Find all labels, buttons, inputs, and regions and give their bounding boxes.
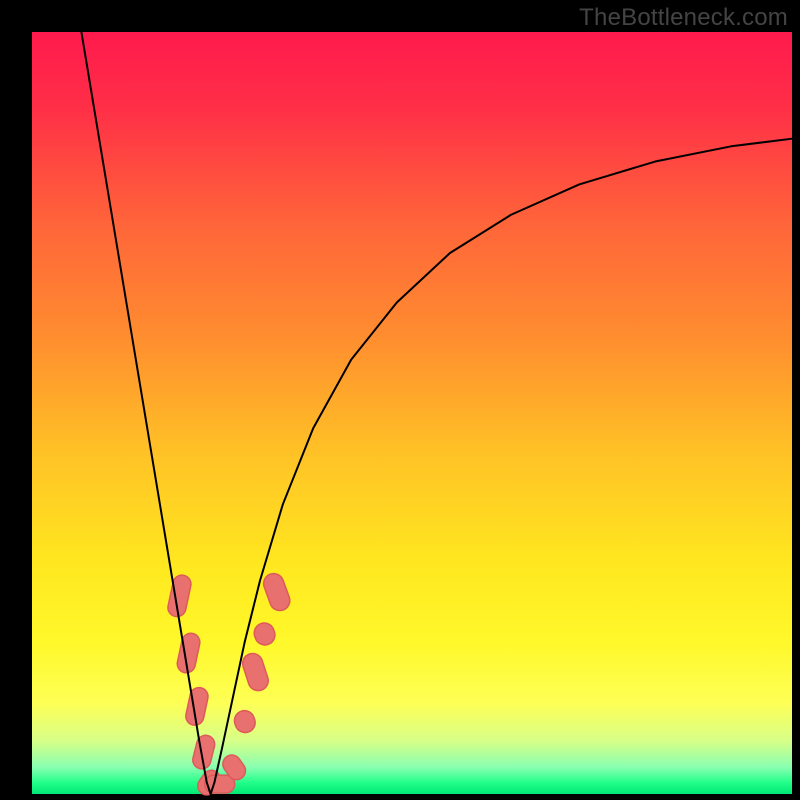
plot-area — [32, 32, 792, 794]
watermark-text: TheBottleneck.com — [579, 4, 788, 32]
marker-capsule — [184, 686, 210, 727]
marker-capsule — [261, 571, 293, 614]
marker-capsule — [251, 620, 277, 648]
markers-group — [166, 571, 292, 799]
marker-capsule — [232, 708, 258, 736]
chart-overlay-svg — [32, 32, 792, 794]
marker-capsule — [176, 632, 202, 675]
bottleneck-curve — [81, 32, 792, 794]
marker-capsule — [166, 573, 192, 618]
marker-capsule — [240, 651, 271, 693]
